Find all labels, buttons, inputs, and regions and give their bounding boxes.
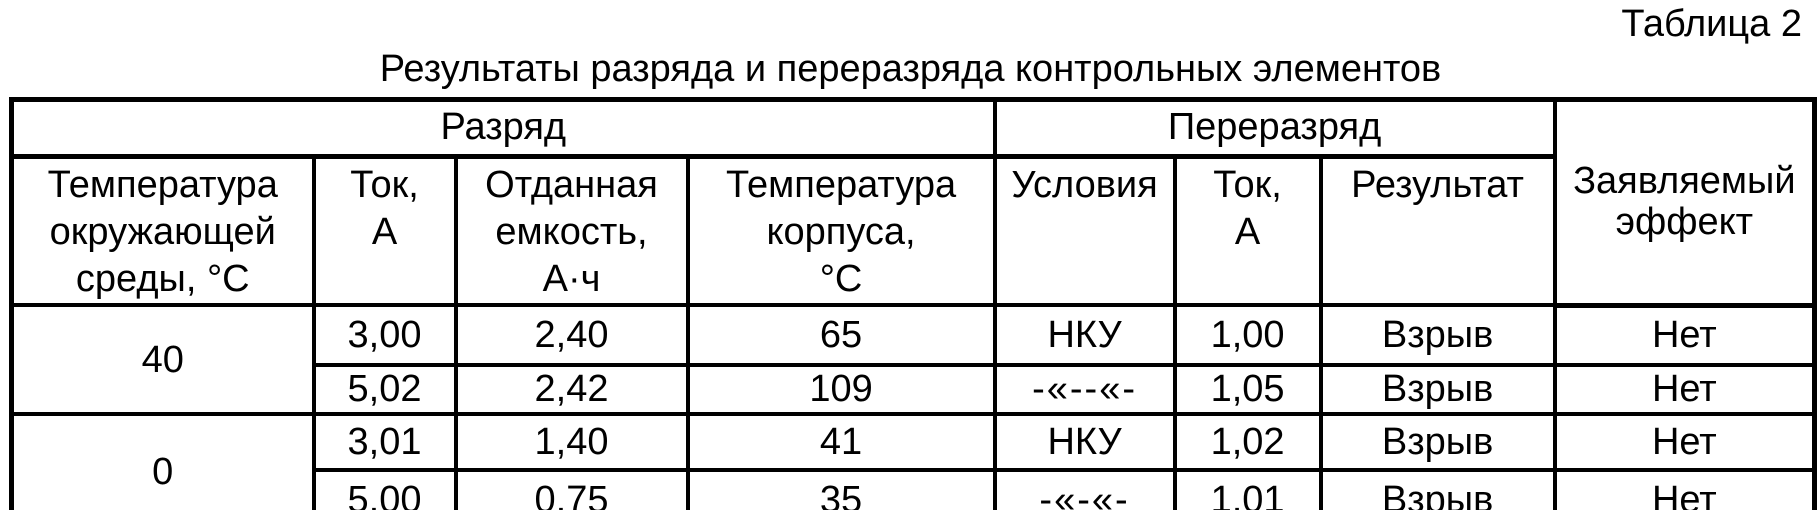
cell-discharge-current: 5,00 bbox=[311, 467, 458, 510]
cell-case-temp: 65 bbox=[685, 303, 997, 367]
cell-case-temp: 35 bbox=[685, 467, 997, 510]
table-row: 5,00 0,75 35 -«-«- 1,01 Взрыв Нет bbox=[12, 467, 1817, 510]
cell-claimed-effect: Нет bbox=[1552, 411, 1817, 472]
cell-discharge-current: 5,02 bbox=[311, 362, 458, 416]
group-header-overdischarge: Переразряд bbox=[992, 97, 1557, 159]
cell-ambient-temp: 0 bbox=[9, 411, 316, 510]
table-row: 5,02 2,42 109 -«--«- 1,05 Взрыв Нет bbox=[12, 362, 1817, 416]
table-row: 0 3,01 1,40 41 НКУ 1,02 Взрыв Нет bbox=[9, 411, 1817, 510]
cell-conditions: НКУ bbox=[992, 411, 1177, 472]
col-header-delivered-capacity: Отданная емкость, А·ч bbox=[453, 154, 690, 308]
cell-discharge-current: 3,01 bbox=[311, 411, 458, 472]
cell-result: Взрыв bbox=[1318, 467, 1557, 510]
table-row: 40 3,00 2,40 65 НКУ 1,00 Взрыв Нет bbox=[9, 303, 1817, 416]
cell-delivered-capacity: 0,75 bbox=[453, 467, 690, 510]
cell-delivered-capacity: 1,40 bbox=[453, 411, 690, 472]
col-header-case-temp: Температура корпуса, °С bbox=[685, 154, 997, 308]
cell-discharge-current: 3,00 bbox=[311, 303, 458, 367]
column-header-row: Температура окружающей среды, °С Ток, А … bbox=[9, 154, 1815, 308]
cell-ambient-temp: 40 bbox=[9, 303, 316, 416]
cell-overdischarge-current: 1,05 bbox=[1172, 362, 1323, 416]
cell-delivered-capacity: 2,40 bbox=[453, 303, 690, 367]
results-table: Разряд Переразряд Заявляемый эффект Темп… bbox=[9, 97, 1818, 510]
cell-delivered-capacity: 2,42 bbox=[453, 362, 690, 416]
col-header-ambient-temp: Температура окружающей среды, °С bbox=[9, 154, 316, 308]
cell-claimed-effect: Нет bbox=[1552, 362, 1817, 416]
cell-case-temp: 109 bbox=[685, 362, 997, 416]
table-caption: Результаты разряда и переразряда контрол… bbox=[379, 48, 1442, 90]
cell-conditions: НКУ bbox=[992, 303, 1177, 367]
cell-claimed-effect: Нет bbox=[1552, 467, 1817, 510]
table-number-label: Таблица 2 bbox=[1621, 3, 1802, 45]
cell-conditions: -«--«- bbox=[992, 362, 1177, 416]
cell-result: Взрыв bbox=[1318, 411, 1557, 472]
cell-result: Взрыв bbox=[1318, 362, 1557, 416]
cell-result: Взрыв bbox=[1318, 303, 1557, 367]
group-header-row: Разряд Переразряд Заявляемый эффект bbox=[9, 97, 1817, 308]
col-header-conditions: Условия bbox=[992, 154, 1177, 308]
cell-conditions: -«-«- bbox=[992, 467, 1177, 510]
cell-claimed-effect: Нет bbox=[1552, 303, 1817, 367]
col-header-discharge-current: Ток, А bbox=[311, 154, 458, 308]
col-header-result: Результат bbox=[1318, 154, 1557, 308]
cell-case-temp: 41 bbox=[685, 411, 997, 472]
col-header-overdischarge-current: Ток, А bbox=[1172, 154, 1323, 308]
cell-overdischarge-current: 1,00 bbox=[1172, 303, 1323, 367]
group-header-discharge: Разряд bbox=[9, 97, 997, 159]
cell-overdischarge-current: 1,02 bbox=[1172, 411, 1323, 472]
cell-overdischarge-current: 1,01 bbox=[1172, 467, 1323, 510]
group-header-claimed-effect: Заявляемый эффект bbox=[1552, 97, 1817, 308]
